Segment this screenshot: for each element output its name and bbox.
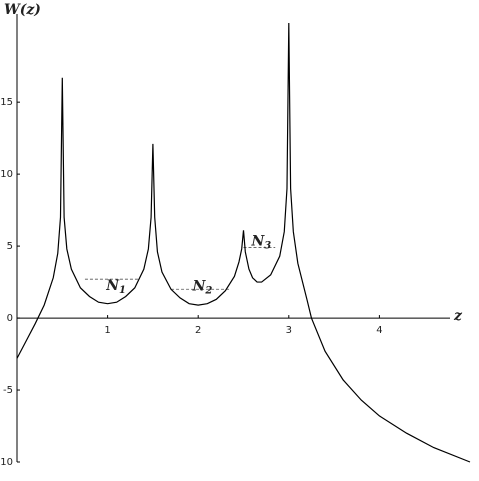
y-axis-label: W(z) (4, 2, 41, 18)
x-tick-label: 1 (104, 325, 110, 336)
y-tick-label: -5 (3, 385, 13, 396)
level-label-sub: 1 (119, 285, 126, 296)
x-axis-label: z (453, 308, 463, 324)
y-tick-label: 0 (7, 313, 13, 324)
level-label-sub: 3 (264, 240, 271, 251)
level-label-sub: 2 (204, 285, 212, 296)
y-tick-label: 5 (7, 241, 13, 252)
y-tick-label: 10 (0, 169, 13, 180)
level-label-main: N (250, 234, 265, 250)
level-label: N1 (105, 278, 126, 296)
y-tick-label: -10 (0, 457, 13, 468)
level-label: N2 (192, 278, 213, 296)
x-tick-label: 4 (376, 325, 382, 336)
level-label-main: N (105, 278, 120, 294)
level-label: N3 (250, 234, 271, 252)
x-tick-label: 2 (195, 325, 201, 336)
curve (16, 22, 471, 463)
x-tick-label: 3 (286, 325, 292, 336)
level-label-main: N (192, 278, 207, 294)
y-tick-label: 15 (0, 97, 13, 108)
